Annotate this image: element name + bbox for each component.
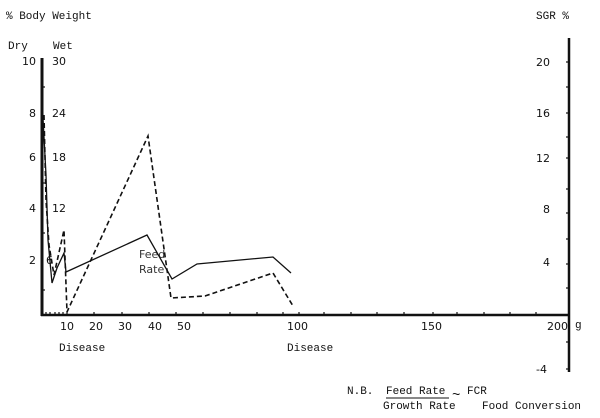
x-axis-ticks xyxy=(45,312,537,315)
sgr-tick-8: 8 xyxy=(543,203,550,216)
y-left-dry-label: Dry xyxy=(8,41,28,53)
x-tick-10: 10 xyxy=(60,320,74,333)
y-left-ticks xyxy=(42,86,45,291)
wet-tick-18: 18 xyxy=(52,151,66,164)
wet-tick-24: 24 xyxy=(52,107,66,120)
x-tick-40: 40 xyxy=(148,320,162,333)
dry-tick-6: 6 xyxy=(29,151,36,164)
disease-annotation-1: Disease xyxy=(59,343,106,355)
x-tick-30: 30 xyxy=(118,320,132,333)
dry-tick-8: 8 xyxy=(29,107,36,120)
y-left-wet-label: Wet xyxy=(53,41,73,53)
dry-tick-2: 2 xyxy=(29,254,36,267)
footnote-denominator: Growth Rate xyxy=(383,401,456,413)
x-tick-150: 150 xyxy=(421,320,442,333)
sgr-tick-4: 4 xyxy=(543,256,550,269)
x-tick-50: 50 xyxy=(177,320,191,333)
wet-tick-12: 12 xyxy=(52,202,66,215)
footnote-food-conversion: Food Conversion xyxy=(482,401,582,413)
sgr-tick-12: 12 xyxy=(536,152,550,165)
wet-tick-30: 30 xyxy=(52,55,66,68)
y-right-ticks xyxy=(566,61,569,370)
dry-tick-4: 4 xyxy=(29,202,36,215)
x-unit-label: g xyxy=(575,320,582,332)
sgr-tick-20: 20 xyxy=(536,56,550,69)
sgr-tick-neg4: -4 xyxy=(536,363,547,376)
x-tick-200: 200 xyxy=(547,320,568,333)
y-left-axis-title: % Body Weight xyxy=(6,11,92,23)
sgr-series-line xyxy=(43,114,294,313)
feed-rate-series-line xyxy=(42,117,292,284)
footnote-numerator: Feed Rate xyxy=(386,386,446,398)
footnote-fcr: FCR xyxy=(467,386,487,398)
dry-tick-10: 10 xyxy=(22,55,36,68)
feed-rate-label-line2: Rate xyxy=(139,263,165,276)
x-tick-100: 100 xyxy=(287,320,308,333)
footnote-nb: N.B. xyxy=(347,386,374,398)
sgr-tick-16: 16 xyxy=(536,107,550,120)
disease-annotation-2: Disease xyxy=(287,343,334,355)
x-tick-20: 20 xyxy=(89,320,103,333)
footnote-approx: ~ xyxy=(452,388,461,404)
feed-rate-label-line1: Feed xyxy=(139,248,166,261)
y-right-axis-title: SGR % xyxy=(536,11,570,23)
